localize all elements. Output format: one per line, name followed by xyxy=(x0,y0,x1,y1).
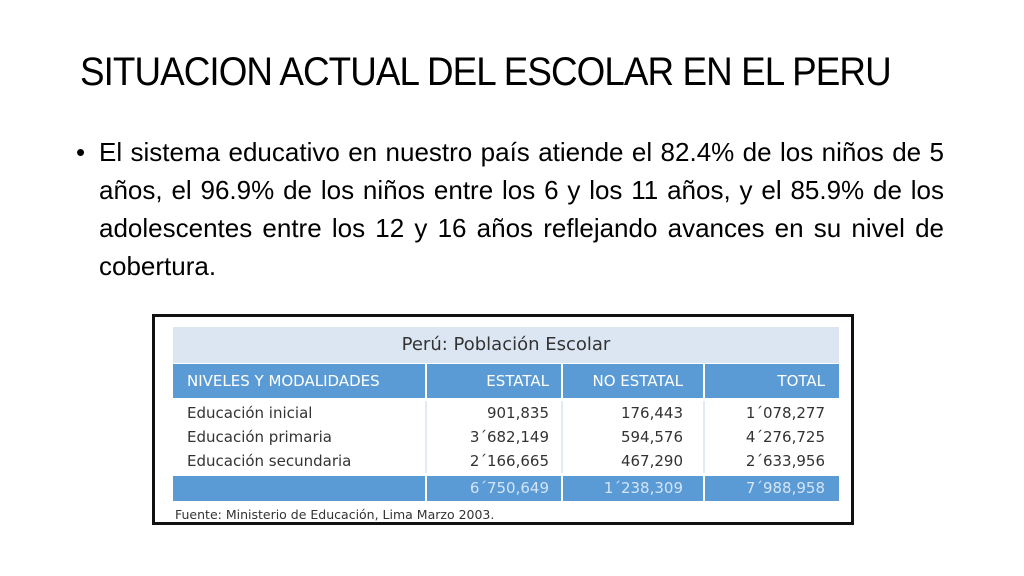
header-estatal: ESTATAL xyxy=(427,364,563,398)
slide-title: SITUACION ACTUAL DEL ESCOLAR EN EL PERU xyxy=(80,50,892,94)
cell-total: 4´276,725 xyxy=(745,428,825,446)
table-row: Educación inicial 901,835 176,443 1´078,… xyxy=(173,401,839,425)
cell-level: Educación secundaria xyxy=(173,449,427,473)
table-row: Educación secundaria 2´166,665 467,290 2… xyxy=(173,449,839,473)
table-header-row: NIVELES Y MODALIDADES ESTATAL NO ESTATAL… xyxy=(173,364,839,398)
total-label-cell xyxy=(173,476,427,501)
cell-level: Educación inicial xyxy=(173,401,427,425)
table-image-frame: Perú: Población Escolar NIVELES Y MODALI… xyxy=(152,314,854,525)
cell-total: 1´078,277 xyxy=(745,404,825,422)
cell-level: Educación primaria xyxy=(173,425,427,449)
header-niveles: NIVELES Y MODALIDADES xyxy=(173,364,427,398)
population-table: Perú: Población Escolar NIVELES Y MODALI… xyxy=(173,327,839,524)
table-title: Perú: Población Escolar xyxy=(173,327,839,364)
cell-estatal: 3´682,149 xyxy=(427,425,563,449)
bullet-point: • El sistema educativo en nuestro país a… xyxy=(76,133,944,285)
table-source-note: Fuente: Ministerio de Educación, Lima Ma… xyxy=(175,507,495,522)
cell-estatal: 2´166,665 xyxy=(427,449,563,473)
header-no-estatal: NO ESTATAL xyxy=(563,364,705,398)
total-estatal: 6´750,649 xyxy=(427,476,563,501)
total-no-estatal: 1´238,309 xyxy=(563,476,705,501)
bullet-text: El sistema educativo en nuestro país ati… xyxy=(99,137,944,281)
cell-no-estatal: 176,443 xyxy=(563,401,705,425)
cell-no-estatal: 467,290 xyxy=(563,449,705,473)
cell-no-estatal: 594,576 xyxy=(563,425,705,449)
cell-estatal: 901,835 xyxy=(427,401,563,425)
total-total: 7´988,958 xyxy=(745,479,825,497)
header-total: TOTAL xyxy=(777,372,825,390)
table-total-row: 6´750,649 1´238,309 7´988,958 xyxy=(173,476,839,501)
cell-total: 2´633,956 xyxy=(745,452,825,470)
table-row: Educación primaria 3´682,149 594,576 4´2… xyxy=(173,425,839,449)
bullet-dot: • xyxy=(76,137,86,167)
